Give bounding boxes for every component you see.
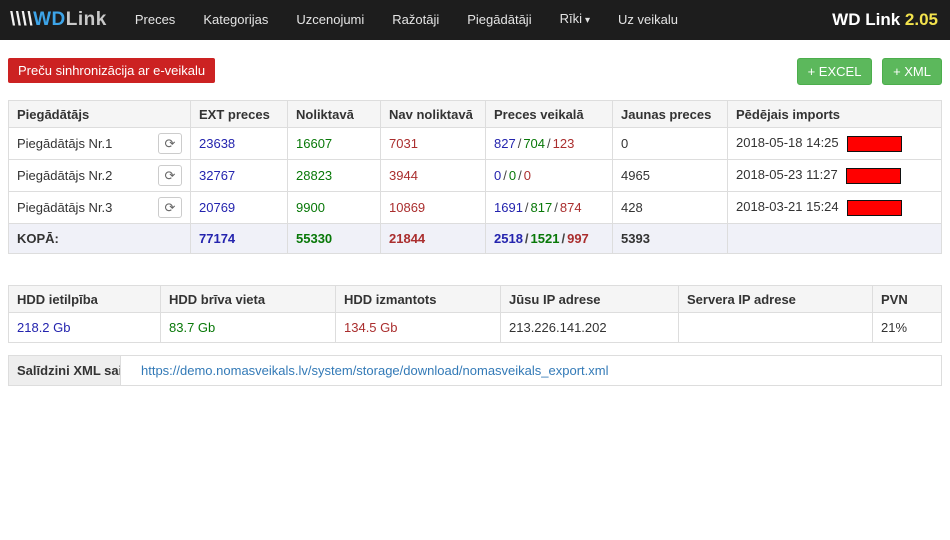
col-header-nav-noliktava: Nav noliktavā [380,100,486,128]
hdd-total-value: 218.2 Gb [8,312,161,343]
top-navbar: \\\\WDLink Preces Kategorijas Uzcenojumi… [0,0,950,40]
last-import-cell: 2018-03-21 15:24 [727,191,942,224]
jaunas-preces-value: 4965 [612,159,728,192]
last-import-timestamp: 2018-05-18 14:25 [736,135,839,151]
system-info-table: HDD ietilpība HDD brīva vieta HDD izmant… [8,285,942,343]
noliktava-value: 16607 [287,127,381,160]
supplier-name: Piegādātājs Nr.1 [17,136,113,151]
supplier-row-1: Piegādātājs Nr.1 ⟳ 23638 16607 7031 827/… [8,127,942,160]
hdd-used-value: 134.5 Gb [335,312,501,343]
last-import-timestamp: 2018-03-21 15:24 [736,199,839,215]
total-preces-veikala: 2518/1521/997 [485,223,613,254]
col-header-hdd-izmantots: HDD izmantots [335,285,501,313]
last-import-timestamp: 2018-05-23 11:27 [736,167,838,183]
nav-item-uz-veikalu[interactable]: Uz veikalu [618,12,678,27]
xml-link-label: Salīdzini XML saite: [8,355,121,386]
logo-slashes-icon: \\\\ [10,9,34,30]
col-header-pvn: PVN [872,285,942,313]
nav-item-uzcenojumi[interactable]: Uzcenojumi [296,12,365,27]
preces-veikala-value: 827/704/123 [485,127,613,160]
nav-item-riki-dropdown[interactable]: Rīki ▾ [559,11,590,26]
chevron-down-icon: ▾ [584,15,590,26]
ext-preces-value: 32767 [190,159,288,192]
nav-item-razotaji[interactable]: Ražotāji [392,12,440,27]
refresh-icon: ⟳ [164,199,176,215]
ext-preces-value: 23638 [190,127,288,160]
preces-veikala-value: 1691/817/874 [485,191,613,224]
export-excel-button[interactable]: + EXCEL [796,58,873,85]
refresh-supplier-button[interactable]: ⟳ [158,133,182,154]
jaunas-preces-value: 428 [612,191,728,224]
supplier-name: Piegādātājs Nr.3 [17,200,113,215]
refresh-icon: ⟳ [164,135,176,151]
nav-item-kategorijas[interactable]: Kategorijas [203,12,269,27]
system-values-row: 218.2 Gb 83.7 Gb 134.5 Gb 213.226.141.20… [8,312,942,343]
col-header-jusu-ip: Jūsu IP adrese [500,285,679,313]
nav-item-piegadataji[interactable]: Piegādātāji [467,12,532,27]
noliktava-value: 9900 [287,191,381,224]
supplier-name: Piegādātājs Nr.2 [17,168,113,183]
nav-noliktava-value: 10869 [380,191,486,224]
server-ip-value [678,312,873,343]
ext-preces-value: 20769 [190,191,288,224]
logo-wd-text: WD [33,9,66,30]
redacted-import-button[interactable] [845,167,901,184]
total-noliktava: 55330 [287,223,381,254]
app-version: WD Link 2.05 [832,10,950,30]
supplier-row-3: Piegādātājs Nr.3 ⟳ 20769 9900 10869 1691… [8,191,942,224]
nav-noliktava-value: 7031 [380,127,486,160]
preces-veikala-value: 0/0/0 [485,159,613,192]
col-header-preces-veikala: Preces veikalā [485,100,613,128]
noliktava-value: 28823 [287,159,381,192]
refresh-supplier-button[interactable]: ⟳ [158,197,182,218]
version-number: 2.05 [904,10,938,29]
export-xml-button[interactable]: + XML [882,58,942,85]
main-content: Preču sinhronizācija ar e-veikalu + EXCE… [0,40,950,394]
sync-products-button[interactable]: Preču sinhronizācija ar e-veikalu [8,58,216,83]
app-logo[interactable]: \\\\WDLink [0,9,121,31]
nav-noliktava-value: 3944 [380,159,486,192]
jaunas-preces-value: 0 [612,127,728,160]
system-header-row: HDD ietilpība HDD brīva vieta HDD izmant… [8,285,942,313]
col-header-noliktava: Noliktavā [287,100,381,128]
col-header-servera-ip: Servera IP adrese [678,285,873,313]
suppliers-header-row: Piegādātājs EXT preces Noliktavā Nav nol… [8,100,942,128]
col-header-pedejais-imports: Pēdējais imports [727,100,942,128]
last-import-cell: 2018-05-18 14:25 [727,127,942,160]
col-header-hdd-ietilpiba: HDD ietilpība [8,285,161,313]
refresh-supplier-button[interactable]: ⟳ [158,165,182,186]
col-header-hdd-briva-vieta: HDD brīva vieta [160,285,336,313]
last-import-cell: 2018-05-23 11:27 [727,159,942,192]
xml-export-link[interactable]: https://demo.nomasveikals.lv/system/stor… [141,363,609,378]
export-buttons: + EXCEL + XML [791,58,942,85]
total-nav-noliktava: 21844 [380,223,486,254]
nav-menu: Preces Kategorijas Uzcenojumi Ražotāji P… [121,0,692,40]
totals-row: KOPĀ: 77174 55330 21844 2518/1521/997 53… [8,223,942,254]
suppliers-table: Piegādātājs EXT preces Noliktavā Nav nol… [8,100,942,254]
total-ext-preces: 77174 [190,223,288,254]
your-ip-value: 213.226.141.202 [500,312,679,343]
totals-label: KOPĀ: [8,223,191,254]
col-header-ext-preces: EXT preces [190,100,288,128]
redacted-import-button[interactable] [846,135,902,152]
version-name: WD Link [832,10,901,29]
refresh-icon: ⟳ [164,167,176,183]
hdd-free-value: 83.7 Gb [160,312,336,343]
logo-link-text: Link [65,9,107,30]
col-header-jaunas-preces: Jaunas preces [612,100,728,128]
total-jaunas-preces: 5393 [612,223,728,254]
col-header-piegadatajs: Piegādātājs [8,100,191,128]
toolbar: Preču sinhronizācija ar e-veikalu + EXCE… [8,58,942,85]
xml-link-section: Salīdzini XML saite: https://demo.nomasv… [8,355,942,386]
nav-item-preces[interactable]: Preces [134,12,176,27]
pvn-value: 21% [872,312,942,343]
redacted-import-button[interactable] [846,199,902,216]
supplier-row-2: Piegādātājs Nr.2 ⟳ 32767 28823 3944 0/0/… [8,159,942,192]
